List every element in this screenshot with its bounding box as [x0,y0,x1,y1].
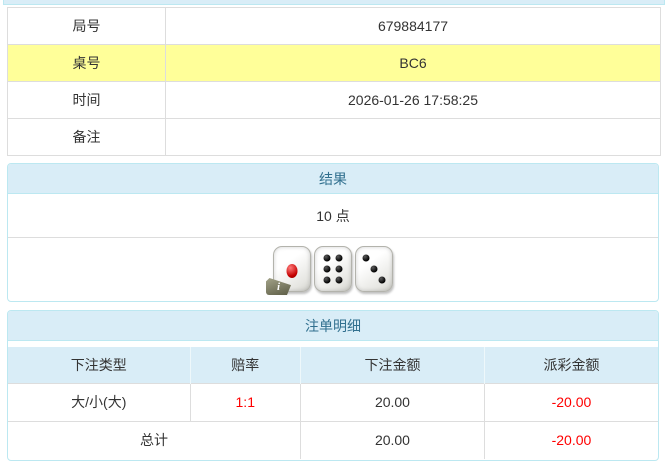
die-pip [323,265,331,273]
remark-value [165,118,661,156]
table-row: 局号 679884177 [7,7,661,45]
time-label: 时间 [7,81,166,119]
table-row: 时间 2026-01-26 17:58:25 [7,81,661,119]
die-6-icon [314,246,352,292]
total-bet-amount: 20.00 [300,420,485,459]
table-number-value: BC6 [165,44,661,82]
bets-panel-title: 注单明细 [8,311,658,341]
die-pip [370,265,378,273]
bet-row: 大/小(大) 1:1 20.00 -20.00 [8,382,658,421]
result-points: 10 点 [8,194,658,238]
col-header-payout-amount: 派彩金额 [484,347,658,383]
panel-gap [8,341,658,347]
result-panel: 结果 10 点 i [7,163,659,302]
game-id-value: 679884177 [165,7,661,45]
table-row-highlighted: 桌号 BC6 [7,44,661,82]
bets-header-row: 下注类型 赔率 下注金额 派彩金额 [8,347,658,383]
die-1-icon: i [266,246,311,295]
die-pip [362,254,370,262]
table-number-label: 桌号 [7,44,166,82]
die-pip [323,276,331,284]
die-pip [286,264,298,279]
bet-amount: 20.00 [300,382,485,421]
table-row: 备注 [7,118,661,156]
die-pip [335,276,343,284]
bets-panel: 注单明细 下注类型 赔率 下注金额 派彩金额 大/小(大) 1:1 20.00 … [7,310,659,461]
game-id-label: 局号 [7,7,166,45]
die-pip [335,265,343,273]
total-row: 总计 20.00 -20.00 [8,420,658,459]
result-panel-title: 结果 [8,164,658,194]
bet-payout: -20.00 [484,382,658,421]
col-header-odds: 赔率 [190,347,301,383]
bet-odds: 1:1 [190,382,301,421]
col-header-bet-type: 下注类型 [8,347,191,383]
total-payout-amount: -20.00 [484,420,658,459]
col-header-bet-amount: 下注金额 [300,347,485,383]
die-pip [323,254,331,262]
die-pip [378,276,386,284]
game-info-table: 局号 679884177 桌号 BC6 时间 2026-01-26 17:58:… [7,7,661,156]
die-pip [335,254,343,262]
dice-info-badge-icon[interactable]: i [266,278,291,295]
dice-row: i [8,238,658,300]
bet-type: 大/小(大) [8,382,191,421]
die-3-icon [355,246,393,292]
previous-panel-edge [3,0,665,5]
total-label: 总计 [8,420,301,459]
bets-table: 下注类型 赔率 下注金额 派彩金额 大/小(大) 1:1 20.00 -20.0… [8,347,658,459]
time-value: 2026-01-26 17:58:25 [165,81,661,119]
remark-label: 备注 [7,118,166,156]
